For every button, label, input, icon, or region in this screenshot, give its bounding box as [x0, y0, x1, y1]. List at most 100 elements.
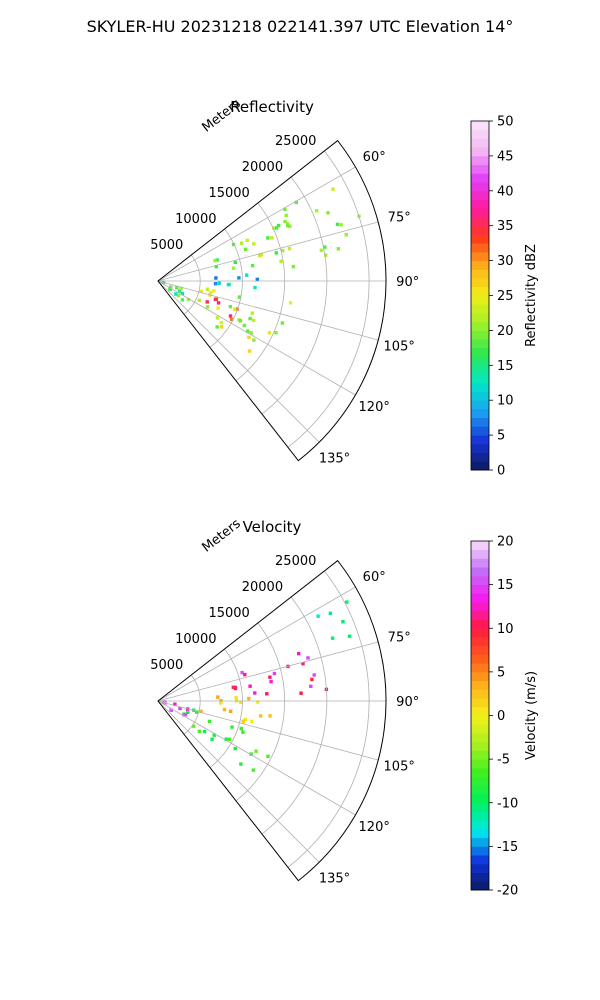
colorbar-tick-label: 35: [497, 219, 514, 234]
colorbar-segment: [471, 400, 489, 410]
echo-region: [231, 651, 329, 696]
colorbar-segment: [471, 724, 489, 734]
colorbar-segment: [471, 269, 489, 279]
colorbar-tick-label: 20: [497, 535, 514, 550]
colorbar-segment: [471, 698, 489, 708]
azimuth-spoke: [157, 700, 379, 761]
echo-gate: [238, 319, 243, 323]
echo-gate: [207, 719, 212, 724]
colorbar-tick-label: 50: [497, 115, 514, 130]
colorbar-segment: [471, 628, 489, 638]
echo-gate: [242, 323, 247, 328]
echo-gate: [276, 223, 281, 228]
colorbar-segment: [471, 278, 489, 288]
echo-gate: [265, 692, 269, 696]
velocity-sector-frame: [157, 559, 387, 882]
colorbar-segment: [471, 706, 489, 716]
colorbar-tick-label: 0: [497, 464, 505, 479]
colorbar-segment: [471, 408, 489, 419]
echo-gate: [258, 253, 262, 258]
colorbar-segment: [471, 260, 489, 270]
echo-gate: [224, 737, 228, 741]
echo-gate: [341, 620, 345, 624]
echo-gate: [266, 754, 270, 758]
colorbar-segment: [471, 129, 489, 139]
echo-gate: [330, 636, 335, 640]
echo-gate: [219, 701, 223, 705]
echo-gate: [272, 226, 276, 230]
velocity-panel: Velocity 5000 10000 15000 20000 25000 Meters…: [150, 516, 539, 898]
azimuth-spoke: [157, 280, 356, 396]
echo-gate: [231, 685, 235, 689]
echo-gate: [180, 291, 185, 296]
echo-gate: [247, 696, 251, 701]
echo-gate: [344, 233, 348, 237]
colorbar-segment: [471, 645, 489, 655]
echo-gate: [197, 729, 202, 733]
echo-gate: [176, 293, 181, 298]
range-ring: [183, 674, 201, 735]
colorbar-tick-label: 20: [497, 324, 514, 339]
colorbar-segment: [471, 820, 489, 830]
echo-gate: [180, 298, 185, 302]
colorbar-tick-label: 10: [497, 394, 514, 409]
echo-gate: [215, 258, 219, 262]
range-ring: [261, 596, 328, 835]
colorbar-segment: [471, 225, 489, 235]
colorbar-segment: [471, 121, 489, 131]
range-tick-label: 25000: [275, 554, 316, 569]
echo-region: [182, 708, 270, 772]
echo-gate: [250, 263, 255, 268]
range-tick-label: 5000: [150, 658, 183, 673]
azimuth-tick-label: 135°: [319, 872, 350, 887]
colorbar-segment: [471, 443, 489, 453]
colorbar-segment: [471, 593, 489, 603]
echo-gate: [216, 301, 221, 305]
echo-gate: [169, 708, 173, 712]
echo-gate: [315, 209, 319, 213]
echo-gate: [230, 725, 234, 729]
azimuth-spoke: [157, 700, 320, 863]
colorbar-segment: [471, 549, 489, 559]
echo-gate: [331, 187, 335, 191]
azimuth-tick-label: 105°: [384, 760, 415, 775]
range-ring: [261, 176, 328, 415]
echo-gate: [306, 656, 310, 660]
echo-gate: [250, 719, 254, 723]
echo-gate: [210, 737, 214, 741]
echo-gate: [274, 226, 279, 230]
colorbar-segment: [471, 567, 489, 577]
colorbar-tick-label: 5: [497, 429, 505, 444]
colorbar-tick-label: 40: [497, 184, 514, 199]
colorbar-segment: [471, 785, 489, 795]
echo-gate: [287, 246, 292, 251]
echo-gate: [205, 287, 210, 291]
velocity-azimuth-ticks: 60° 75° 90° 105° 120° 135°: [319, 570, 419, 886]
colorbar-segment: [471, 794, 489, 804]
echo-gate: [174, 292, 178, 296]
colorbar-segment: [471, 382, 489, 392]
colorbar-segment: [471, 872, 489, 882]
echo-gate: [345, 600, 349, 604]
range-tick-label: 10000: [175, 632, 216, 647]
echo-gate: [199, 289, 204, 294]
echo-gate: [247, 335, 251, 340]
echo-gate: [253, 691, 257, 695]
echo-gate: [214, 276, 218, 280]
echo-gate: [212, 289, 216, 293]
echo-gate: [197, 298, 201, 303]
echo-gate: [213, 259, 217, 263]
colorbar-segment: [471, 452, 489, 462]
echo-gate: [239, 700, 243, 705]
echo-gate: [179, 286, 183, 291]
colorbar-segment: [471, 837, 489, 847]
range-ring: [183, 254, 201, 315]
colorbar-segment: [471, 541, 489, 551]
colorbar-segment: [471, 575, 489, 586]
echo-gate: [250, 311, 254, 315]
echo-gate: [231, 266, 236, 270]
colorbar-tick-label: 5: [497, 665, 505, 680]
colorbar-segment: [471, 374, 489, 384]
echo-gate: [237, 276, 241, 280]
